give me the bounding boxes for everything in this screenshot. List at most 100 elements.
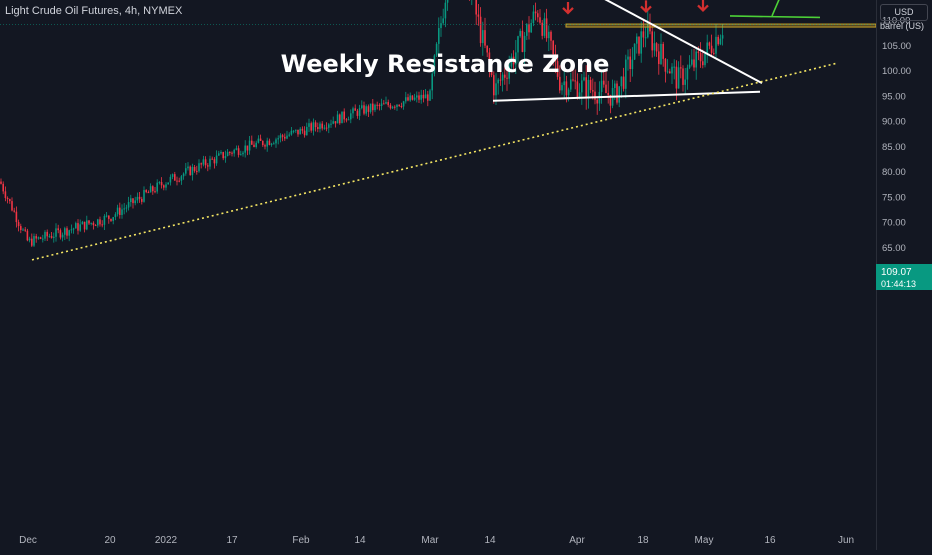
candle-body — [372, 103, 374, 111]
time-tick-label: Dec — [19, 535, 37, 546]
candle-body — [710, 45, 713, 53]
candle-body — [28, 238, 31, 241]
candle-body — [22, 229, 24, 231]
candle-body — [105, 215, 108, 217]
candle-body — [534, 11, 537, 14]
candle-body — [660, 43, 662, 65]
candle-body — [90, 222, 92, 224]
candle-body — [501, 74, 504, 81]
candle-body — [559, 76, 561, 91]
candle-body — [185, 168, 187, 174]
candle-body — [292, 130, 295, 132]
candle-body — [563, 81, 565, 86]
candle-body — [444, 2, 447, 19]
target-arrow-shaft — [771, 0, 780, 17]
candle-body — [398, 104, 400, 107]
price-tick-label: 85.00 — [882, 142, 906, 153]
price-tick-label: 80.00 — [882, 167, 906, 178]
candle-body — [530, 22, 532, 33]
candle-body — [402, 101, 405, 107]
candle-body — [141, 198, 143, 202]
time-tick-label: 17 — [226, 535, 238, 546]
candle-body — [497, 79, 499, 84]
descending-trendline — [604, 0, 763, 85]
candle-body — [46, 231, 48, 237]
candle-body — [532, 11, 535, 23]
candle-body — [13, 210, 15, 212]
candle-body — [191, 166, 194, 176]
candle-body — [35, 236, 37, 239]
candle-body — [20, 226, 22, 231]
candle-body — [699, 53, 702, 62]
candle-body — [196, 170, 198, 172]
candle-body — [68, 230, 70, 236]
candle-body — [682, 68, 684, 85]
candle-body — [706, 42, 708, 54]
candle-body — [691, 59, 693, 65]
candle-body — [429, 90, 431, 101]
candle-body — [4, 191, 7, 198]
ascending-trendline — [492, 90, 761, 102]
candle-body — [264, 145, 266, 147]
candle-body — [180, 176, 183, 181]
unit-label: barrel (US) — [880, 21, 925, 31]
time-axis[interactable]: Dec 20 2022 17 Feb 14 Mar 14 Apr 18 May 16 Jun — [19, 535, 854, 546]
candle-body — [625, 59, 627, 89]
candle-body — [33, 236, 35, 246]
candle-body — [240, 154, 242, 156]
candle-body — [585, 77, 587, 99]
candle-body — [600, 80, 603, 93]
candle-body — [281, 135, 284, 137]
candle-body — [266, 140, 268, 147]
candle-body — [594, 91, 596, 100]
symbol-title: Light Crude Oil Futures, 4h, NYMEX — [5, 5, 183, 17]
candle-body — [242, 152, 244, 155]
candle-body — [603, 80, 605, 85]
candle-body — [352, 108, 354, 114]
candle-body — [539, 17, 541, 23]
time-tick-label: 18 — [637, 535, 649, 546]
time-tick-label: 14 — [354, 535, 366, 546]
currency-button[interactable]: USD — [880, 4, 928, 21]
candle-body — [15, 211, 18, 223]
candle-body — [323, 127, 326, 129]
candle-body — [83, 221, 86, 230]
candle-body — [561, 85, 563, 91]
candle-body — [609, 94, 612, 106]
candle-body — [174, 174, 176, 181]
candle-body — [655, 43, 658, 52]
candle-body — [693, 59, 695, 68]
candle-body — [433, 55, 436, 74]
candle-body — [658, 51, 660, 65]
candle-body — [405, 97, 407, 102]
candle-body — [697, 51, 700, 54]
candle-body — [427, 94, 429, 101]
candle-body — [596, 99, 598, 104]
candle-body — [675, 66, 678, 89]
time-tick-label: Apr — [569, 535, 585, 546]
candle-body — [400, 106, 403, 108]
candle-body — [484, 30, 486, 46]
candle-body — [42, 238, 44, 240]
candle-body — [653, 43, 656, 51]
candle-body — [713, 52, 715, 54]
candle-body — [339, 114, 341, 124]
candle-body — [165, 184, 167, 188]
candle-body — [328, 124, 330, 128]
candle-body — [554, 54, 557, 62]
candle-body — [642, 31, 645, 38]
candle-body — [94, 225, 97, 227]
candle-body — [286, 135, 288, 139]
candle-body — [211, 158, 213, 160]
candle-body — [81, 221, 84, 225]
candle-body — [581, 80, 583, 93]
candle-body — [310, 123, 312, 131]
candle-body — [636, 36, 638, 44]
last-price-tag: 109.07 01:44:13 — [876, 264, 932, 290]
candle-body — [435, 43, 438, 56]
rejection-arrow-icon — [640, 0, 652, 13]
candle-body — [528, 24, 530, 33]
candle-body — [163, 185, 165, 188]
candle-body — [631, 59, 634, 69]
